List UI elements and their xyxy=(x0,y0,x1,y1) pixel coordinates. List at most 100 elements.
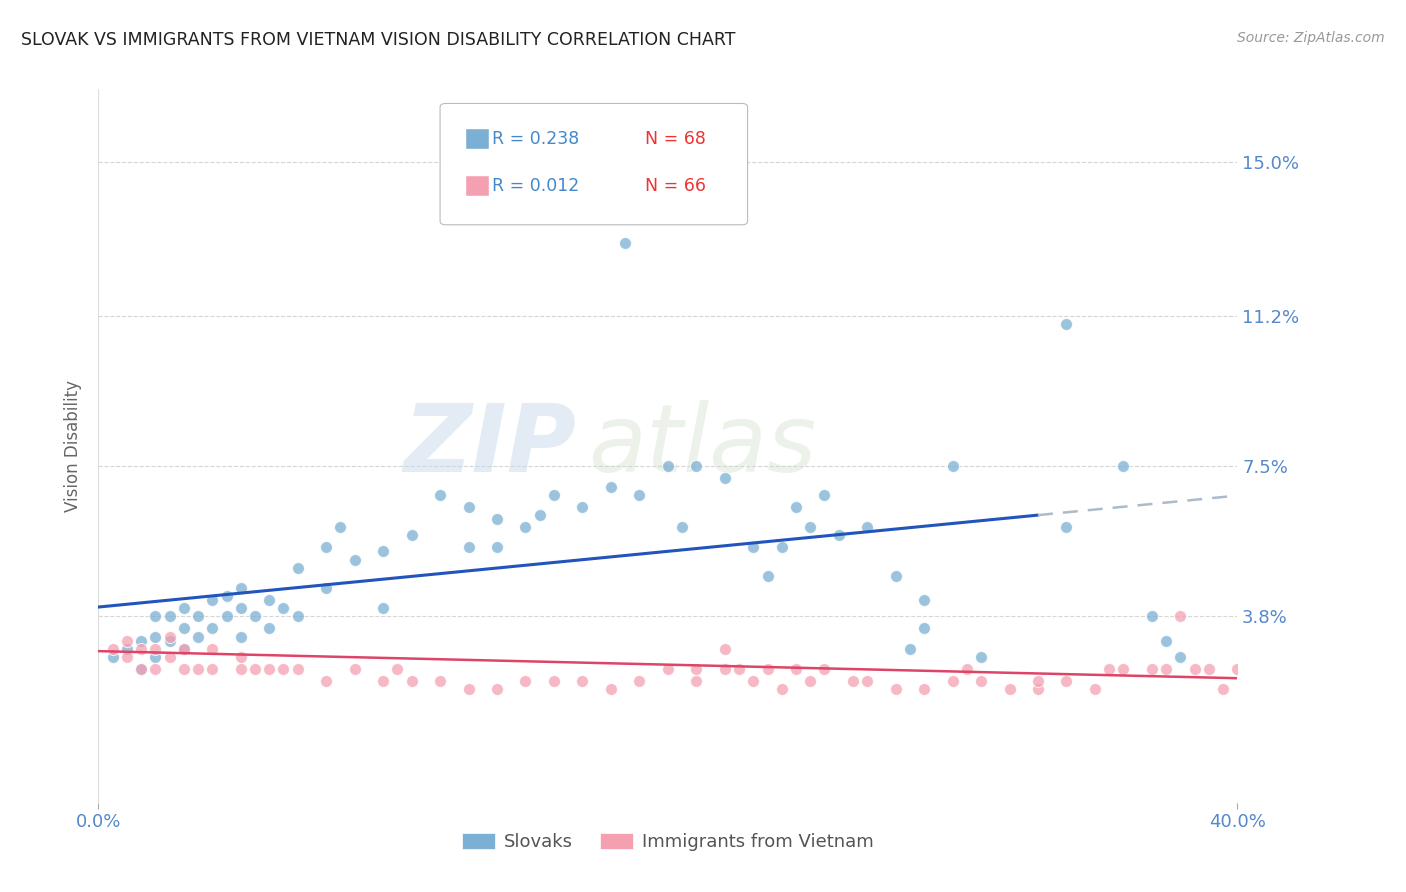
Point xyxy=(215,609,238,624)
Point xyxy=(912,682,935,697)
Point xyxy=(115,641,138,656)
Point xyxy=(215,589,238,603)
Point xyxy=(486,541,509,555)
Point xyxy=(515,520,537,534)
FancyBboxPatch shape xyxy=(440,103,748,225)
Point xyxy=(614,236,637,251)
Point xyxy=(543,488,565,502)
Point xyxy=(229,601,252,615)
Point xyxy=(1056,520,1078,534)
Point xyxy=(799,520,821,534)
Point xyxy=(1140,609,1163,624)
Point xyxy=(515,674,537,689)
Point xyxy=(315,581,337,595)
Point xyxy=(457,541,479,555)
Point xyxy=(101,649,124,664)
Point xyxy=(443,163,465,178)
Point xyxy=(1184,662,1206,676)
Point xyxy=(785,662,807,676)
Point xyxy=(714,471,737,485)
Point xyxy=(942,674,965,689)
Point xyxy=(571,500,593,514)
Point xyxy=(173,622,195,636)
Point xyxy=(159,633,181,648)
Point xyxy=(742,541,765,555)
Point xyxy=(728,662,751,676)
Point xyxy=(486,682,509,697)
Point xyxy=(785,500,807,514)
Point xyxy=(813,488,835,502)
Point xyxy=(657,459,679,474)
Point xyxy=(387,662,409,676)
Point xyxy=(600,682,623,697)
Point xyxy=(287,609,309,624)
Point xyxy=(343,552,366,566)
Text: R = 0.012: R = 0.012 xyxy=(492,177,579,194)
Point xyxy=(129,633,152,648)
Point xyxy=(529,508,551,522)
Point xyxy=(373,601,395,615)
Point xyxy=(373,544,395,558)
Point xyxy=(998,682,1021,697)
Point xyxy=(1154,633,1177,648)
FancyBboxPatch shape xyxy=(467,129,489,149)
Point xyxy=(273,662,295,676)
Point xyxy=(685,459,707,474)
Point xyxy=(742,674,765,689)
Point xyxy=(884,568,907,582)
Point xyxy=(671,520,693,534)
Point xyxy=(159,609,181,624)
Point xyxy=(856,520,879,534)
Point xyxy=(259,622,281,636)
Point xyxy=(243,662,266,676)
Point xyxy=(159,630,181,644)
Point xyxy=(770,682,793,697)
Point xyxy=(884,682,907,697)
Point xyxy=(813,662,835,676)
Text: atlas: atlas xyxy=(588,401,817,491)
Point xyxy=(315,674,337,689)
Point xyxy=(1212,682,1234,697)
Point xyxy=(129,662,152,676)
Point xyxy=(770,541,793,555)
Text: N = 68: N = 68 xyxy=(645,130,706,148)
Point xyxy=(956,662,979,676)
Point xyxy=(115,633,138,648)
Point xyxy=(912,622,935,636)
Point xyxy=(1226,662,1249,676)
Text: R = 0.238: R = 0.238 xyxy=(492,130,579,148)
Point xyxy=(1112,459,1135,474)
Point xyxy=(129,641,152,656)
Point xyxy=(628,674,651,689)
Point xyxy=(201,593,224,607)
Point xyxy=(942,459,965,474)
Point xyxy=(173,601,195,615)
Point xyxy=(898,641,921,656)
Text: N = 66: N = 66 xyxy=(645,177,706,194)
Point xyxy=(828,528,851,542)
Point xyxy=(842,674,865,689)
Text: SLOVAK VS IMMIGRANTS FROM VIETNAM VISION DISABILITY CORRELATION CHART: SLOVAK VS IMMIGRANTS FROM VIETNAM VISION… xyxy=(21,31,735,49)
Point xyxy=(329,520,352,534)
Point xyxy=(1098,662,1121,676)
Point xyxy=(145,609,167,624)
Point xyxy=(1140,662,1163,676)
Point xyxy=(201,641,224,656)
Point xyxy=(685,662,707,676)
Point xyxy=(457,500,479,514)
FancyBboxPatch shape xyxy=(467,176,489,195)
Point xyxy=(145,649,167,664)
Point xyxy=(486,512,509,526)
Point xyxy=(912,593,935,607)
Point xyxy=(1026,674,1049,689)
Point xyxy=(229,649,252,664)
Point xyxy=(856,674,879,689)
Point xyxy=(600,479,623,493)
Point xyxy=(970,674,993,689)
Point xyxy=(685,674,707,689)
Point xyxy=(1026,682,1049,697)
Point xyxy=(1170,649,1192,664)
Point xyxy=(273,601,295,615)
Point xyxy=(173,641,195,656)
Point xyxy=(714,641,737,656)
